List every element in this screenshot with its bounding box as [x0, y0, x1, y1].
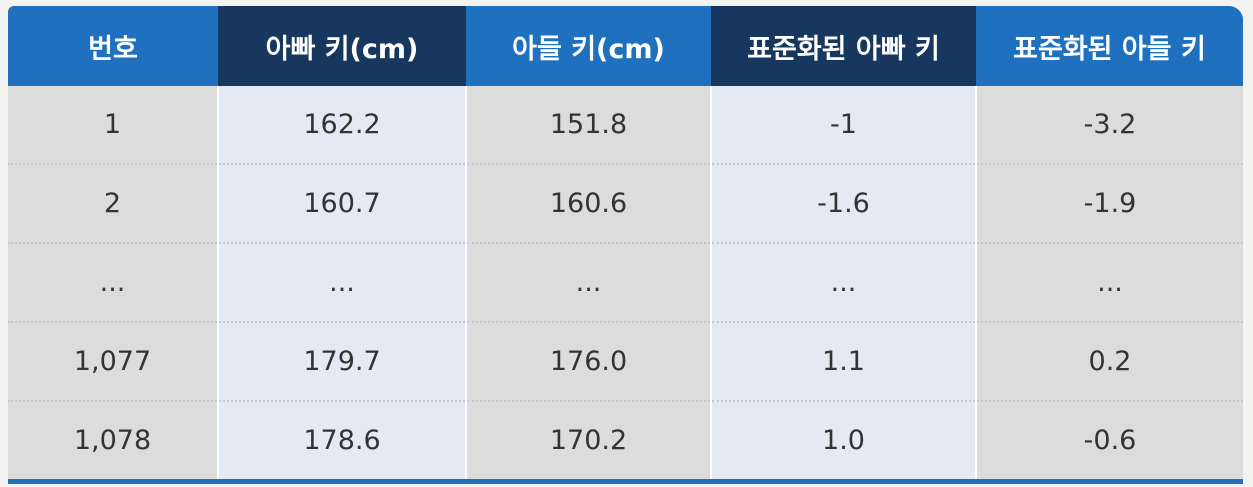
table-row: 1,078 178.6 170.2 1.0 -0.6	[8, 401, 1243, 484]
data-table: 번호 아빠 키(cm) 아들 키(cm) 표준화된 아빠 키 표준화된 아들 키…	[8, 6, 1243, 484]
table-row: 1 162.2 151.8 -1 -3.2	[8, 86, 1243, 165]
cell-father-height: 178.6	[217, 401, 466, 484]
table-row: 2 160.7 160.6 -1.6 -1.9	[8, 164, 1243, 244]
cell-father-height: ...	[217, 243, 466, 323]
cell-standardized-father-height: -1	[710, 86, 976, 165]
cell-number: 1,077	[8, 322, 218, 402]
cell-son-height: 170.2	[465, 401, 711, 484]
cell-son-height: ...	[465, 243, 711, 323]
header-son-height: 아들 키(cm)	[466, 6, 711, 86]
header-standardized-father-height: 표준화된 아빠 키	[711, 6, 976, 86]
cell-standardized-father-height: 1.0	[710, 401, 976, 484]
header-standardized-son-height: 표준화된 아들 키	[976, 6, 1243, 86]
cell-standardized-father-height: ...	[710, 243, 976, 323]
header-father-height: 아빠 키(cm)	[218, 6, 466, 86]
cell-number: ...	[8, 243, 218, 323]
header-number: 번호	[8, 6, 218, 86]
cell-father-height: 160.7	[217, 164, 466, 244]
data-table-container: 번호 아빠 키(cm) 아들 키(cm) 표준화된 아빠 키 표준화된 아들 키…	[8, 6, 1243, 484]
cell-standardized-father-height: 1.1	[710, 322, 976, 402]
table-row: ... ... ... ... ...	[8, 243, 1243, 323]
cell-standardized-son-height: ...	[975, 243, 1243, 323]
table-header-row: 번호 아빠 키(cm) 아들 키(cm) 표준화된 아빠 키 표준화된 아들 키	[8, 6, 1243, 86]
cell-standardized-son-height: -0.6	[975, 401, 1243, 484]
cell-son-height: 160.6	[465, 164, 711, 244]
cell-number: 2	[8, 164, 218, 244]
cell-father-height: 179.7	[217, 322, 466, 402]
cell-standardized-son-height: 0.2	[975, 322, 1243, 402]
cell-standardized-son-height: -3.2	[975, 86, 1243, 165]
cell-standardized-son-height: -1.9	[975, 164, 1243, 244]
cell-number: 1	[8, 86, 218, 165]
cell-son-height: 151.8	[465, 86, 711, 165]
cell-son-height: 176.0	[465, 322, 711, 402]
cell-father-height: 162.2	[217, 86, 466, 165]
cell-standardized-father-height: -1.6	[710, 164, 976, 244]
table-row: 1,077 179.7 176.0 1.1 0.2	[8, 322, 1243, 402]
cell-number: 1,078	[8, 401, 218, 484]
